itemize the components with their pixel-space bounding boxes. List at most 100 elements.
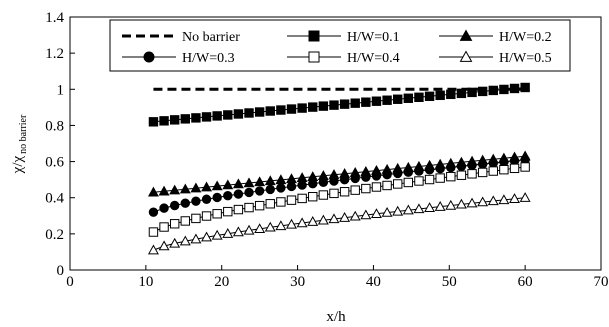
point-4-29 [456,170,467,180]
point-3-16 [318,177,329,188]
point-5-24 [402,204,414,215]
point-4-31 [477,167,488,178]
point-3-4 [191,196,201,206]
point-5-21 [370,208,382,219]
point-1-4 [191,113,201,123]
point-1-29 [456,88,467,99]
point-3-12 [276,183,286,193]
point-3-25 [414,166,424,176]
point-5-30 [466,197,478,208]
legend-swatch-marker-5 [459,50,473,62]
point-5-9 [243,224,255,235]
point-3-1 [159,203,169,213]
point-1-17 [329,100,339,110]
point-5-31 [477,196,489,207]
point-1-23 [393,94,403,104]
point-2-8 [232,178,244,189]
point-3-19 [350,173,360,184]
point-5-4 [190,233,202,244]
x-tick-label-1: 10 [138,274,153,290]
point-4-6 [212,209,222,219]
point-1-0 [148,117,159,127]
point-3-18 [339,175,350,185]
point-2-10 [254,176,266,187]
point-5-10 [254,223,266,234]
series-4 [148,162,530,237]
point-3-0 [148,207,159,217]
point-4-16 [318,190,329,200]
point-4-14 [297,193,307,204]
point-5-5 [201,231,213,242]
point-5-14 [296,217,308,228]
legend-label-2: H/W=0.2 [499,30,552,45]
point-4-4 [191,213,201,224]
point-1-9 [244,108,254,118]
point-1-7 [223,110,233,120]
point-5-25 [413,203,425,214]
point-1-11 [265,106,275,116]
point-2-2 [169,184,181,195]
point-4-24 [403,177,414,188]
point-4-8 [233,204,244,215]
point-1-12 [276,105,286,115]
point-2-11 [264,175,276,186]
point-4-19 [350,185,360,195]
point-5-17 [328,213,340,224]
point-4-34 [509,163,520,174]
point-1-6 [212,111,222,121]
point-2-0 [147,186,159,197]
legend: No barrier H/W=0.1 H/W=0.2 H/W=0.3 H/W=0.4 H/… [122,29,552,66]
legend-label-5: H/W=0.5 [499,51,552,66]
point-3-32 [488,158,498,168]
point-4-2 [169,219,180,229]
point-5-19 [349,210,361,221]
point-2-4 [190,182,202,193]
point-3-13 [286,181,297,192]
point-1-10 [254,107,265,117]
point-1-16 [318,101,329,111]
point-4-35 [520,162,530,172]
point-5-16 [317,214,329,225]
y-tick-label-4: 0.8 [45,118,64,134]
point-5-33 [498,194,510,205]
legend-item-5: H/W=0.5 [439,50,552,66]
point-4-27 [435,173,445,183]
point-1-14 [297,103,307,113]
legend-item-2: H/W=0.2 [439,29,552,45]
point-3-20 [361,172,371,182]
point-5-1 [158,240,170,251]
point-4-17 [329,188,339,199]
point-1-21 [371,96,382,106]
point-4-5 [201,211,212,221]
point-3-6 [212,192,222,203]
series-3 [148,155,530,217]
point-1-2 [169,115,180,125]
point-5-18 [339,212,351,222]
legend-label-4: H/W=0.4 [347,51,400,66]
point-4-3 [180,216,191,226]
x-tick-label-5: 50 [442,274,457,290]
x-tick-label-3: 30 [290,274,305,290]
y-tick-label-5: 1 [57,82,65,98]
point-5-13 [286,218,297,229]
point-5-34 [509,193,520,203]
point-4-1 [159,222,169,232]
point-4-21 [371,182,382,192]
point-3-31 [477,159,488,169]
point-4-25 [414,176,424,186]
point-1-32 [488,85,498,96]
point-1-35 [520,82,530,93]
point-3-28 [446,162,456,173]
point-5-11 [264,221,276,232]
legend-swatch-marker-1 [308,30,320,42]
legend-label-3: H/W=0.3 [182,51,235,66]
point-4-23 [393,179,403,189]
point-2-7 [222,179,234,190]
y-axis-label-main: χ/χ [10,155,26,174]
x-axis-label: x/h [326,309,346,325]
point-4-0 [148,227,159,237]
point-5-32 [487,195,499,206]
legend-swatch-marker-3 [143,51,155,63]
point-3-22 [382,169,392,180]
